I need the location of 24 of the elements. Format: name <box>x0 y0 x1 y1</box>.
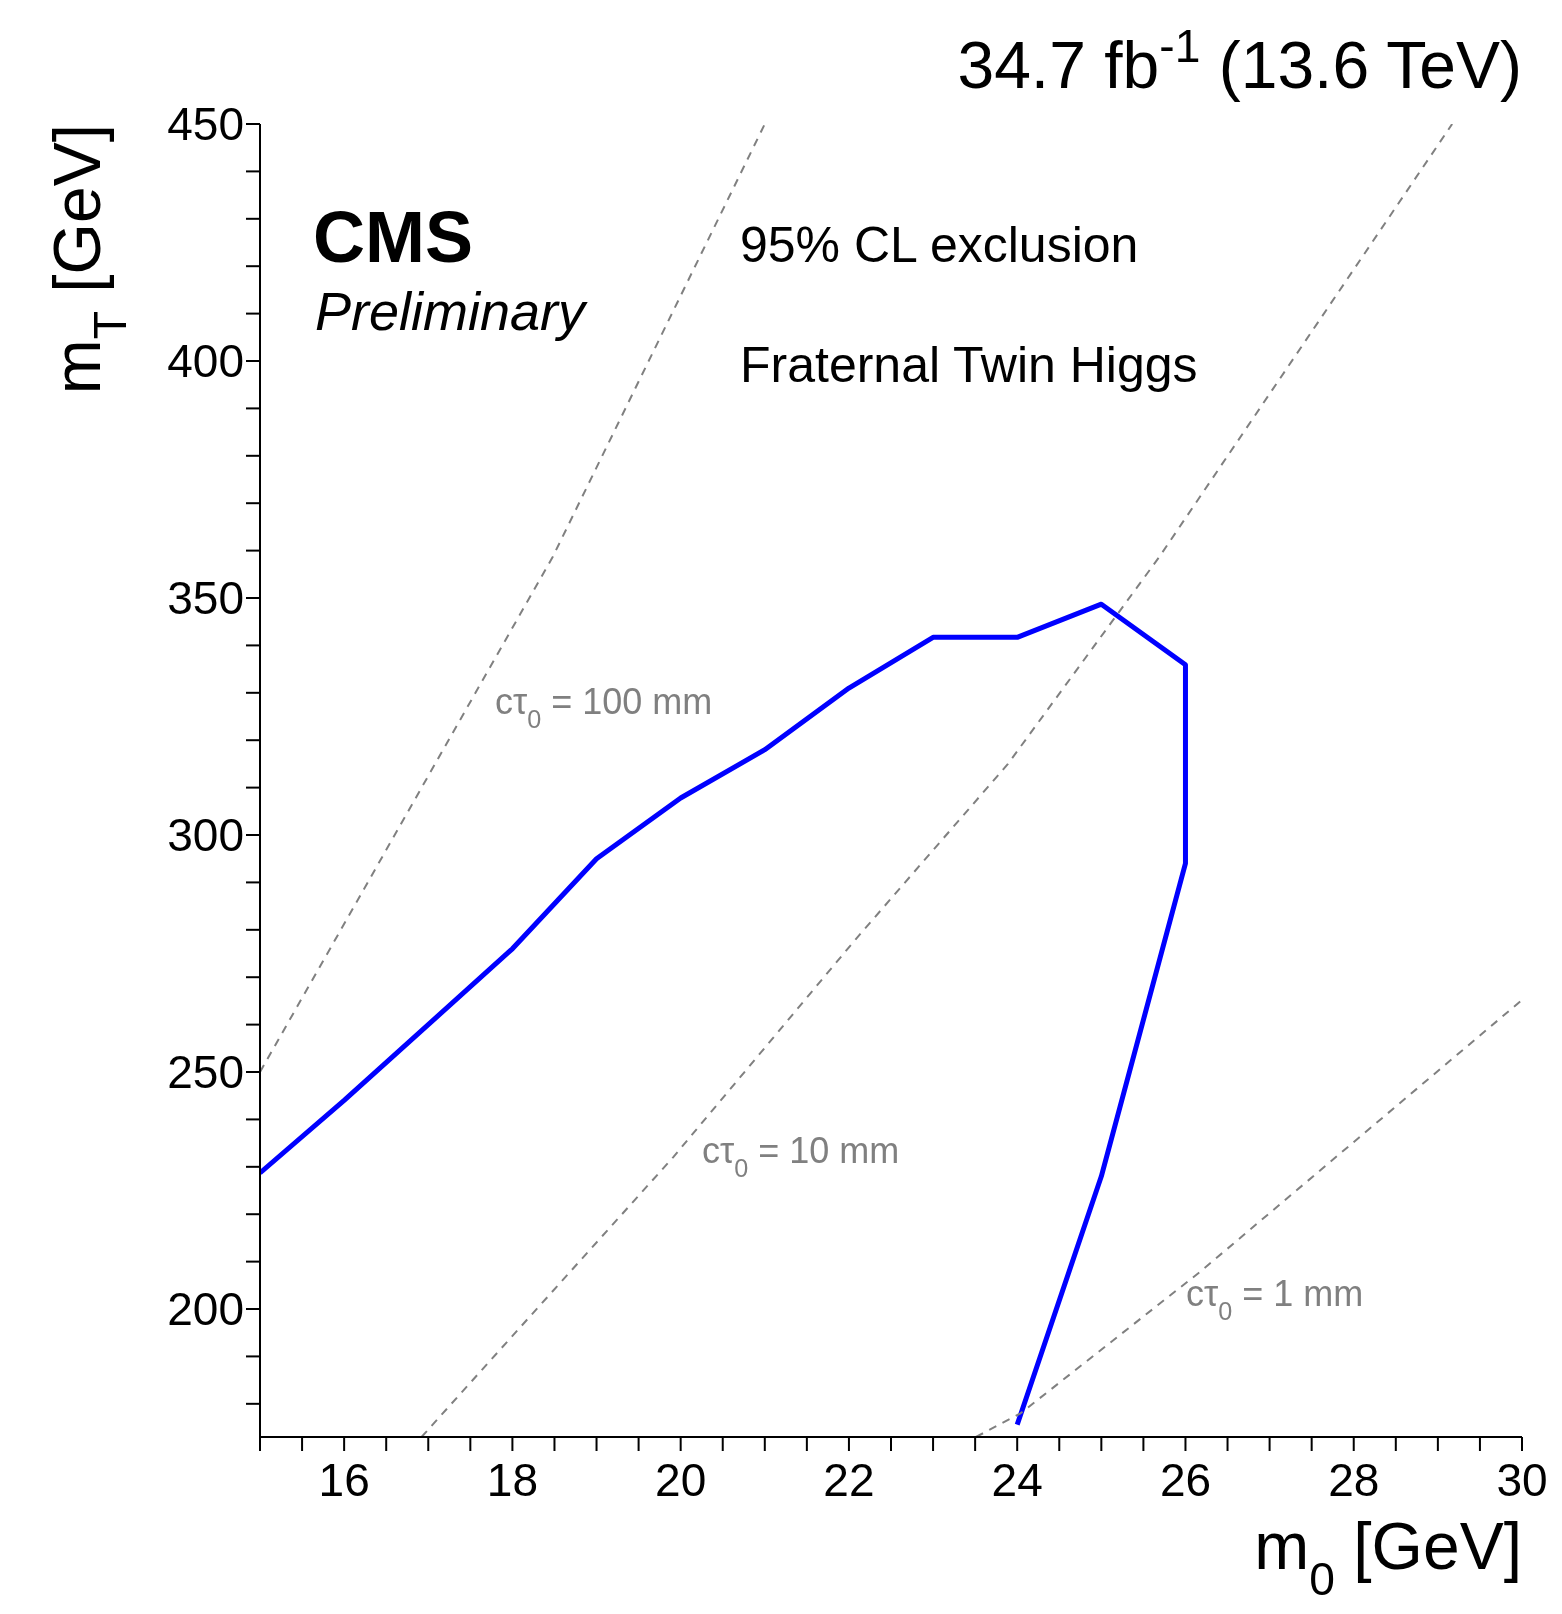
x-tick-label: 30 <box>1496 1453 1548 1506</box>
y-tick-label: 250 <box>167 1046 244 1099</box>
annotation: 95% CL exclusion <box>740 217 1139 273</box>
annotation: Fraternal Twin Higgs <box>740 337 1198 393</box>
x-tick-label: 24 <box>991 1453 1043 1506</box>
x-tick-label: 28 <box>1328 1453 1380 1506</box>
annotation: cτ$_{0}$ = 10 mm <box>702 1130 900 1182</box>
x-tick-label: 18 <box>486 1453 538 1506</box>
line-series <box>974 998 1522 1437</box>
x-tick-label: 22 <box>823 1453 875 1506</box>
y-tick-label: 450 <box>167 98 244 151</box>
chart-title: 34.7 fb$^{-1}$ (13.6 TeV) <box>957 20 1522 102</box>
y-tick-label: 350 <box>167 572 244 625</box>
x-axis-title: m$_{0}$ [GeV] <box>1254 1509 1522 1605</box>
annotation: Preliminary <box>315 281 589 341</box>
x-tick-label: 16 <box>318 1453 370 1506</box>
annotation: cτ$_{0}$ = 1 mm <box>1186 1273 1364 1325</box>
x-tick-label: 20 <box>655 1453 707 1506</box>
y-tick-label: 400 <box>167 335 244 388</box>
annotation: cτ$_{0}$ = 100 mm <box>495 681 713 733</box>
y-tick-label: 200 <box>167 1283 244 1336</box>
y-tick-label: 300 <box>167 809 244 862</box>
x-tick-label: 26 <box>1159 1453 1212 1506</box>
annotation: CMS <box>313 197 473 277</box>
